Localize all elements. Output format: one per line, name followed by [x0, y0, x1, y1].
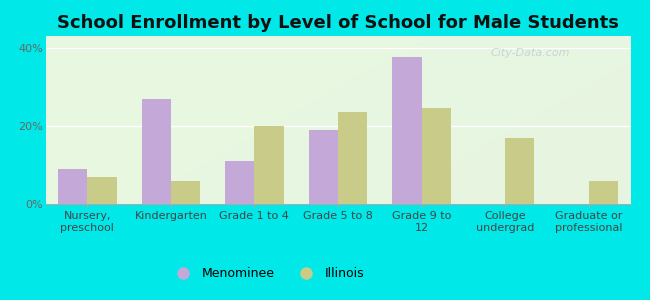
Bar [422, 108, 451, 204]
Bar [171, 181, 200, 204]
Bar [225, 161, 254, 204]
Bar [309, 130, 338, 204]
Bar [338, 112, 367, 204]
Bar [87, 177, 116, 204]
Title: School Enrollment by Level of School for Male Students: School Enrollment by Level of School for… [57, 14, 619, 32]
Bar [254, 126, 283, 204]
Bar [589, 181, 618, 204]
Legend: Menominee, Illinois: Menominee, Illinois [166, 262, 370, 285]
Bar [58, 169, 87, 204]
Text: City-Data.com: City-Data.com [490, 48, 569, 58]
Bar [393, 58, 422, 204]
Bar [142, 98, 171, 204]
Bar [505, 138, 534, 204]
